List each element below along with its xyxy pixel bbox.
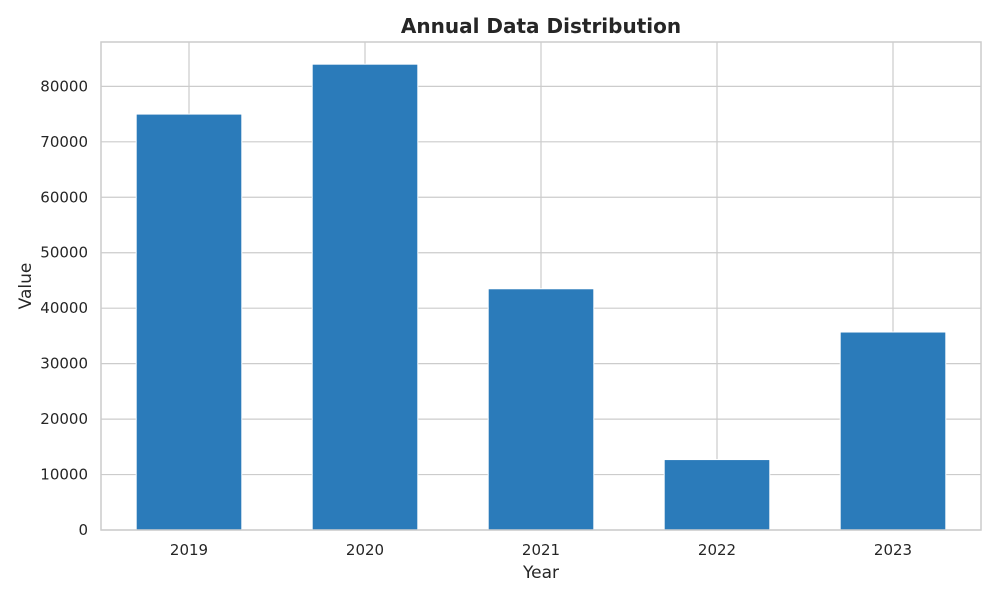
bar-2019: [135, 113, 243, 531]
y-tick-label: 30000: [40, 355, 88, 373]
x-axis-label: Year: [522, 563, 559, 583]
bar-2023: [839, 331, 947, 531]
y-tick-label: 50000: [40, 244, 88, 262]
x-tick-label: 2023: [874, 541, 912, 559]
x-tick-label: 2019: [170, 541, 208, 559]
y-tick-label: 0: [78, 521, 88, 539]
bars: [135, 63, 947, 531]
x-tick-label: 2021: [522, 541, 560, 559]
plot-frame: [100, 41, 982, 531]
y-tick-labels: 0 10000 20000 30000 40000 50000 60000 70000 8000…: [40, 77, 88, 539]
chart-title: Annual Data Distribution: [401, 14, 681, 38]
y-tick-label: 60000: [40, 188, 88, 206]
y-tick-label: 20000: [40, 410, 88, 428]
y-axis-label: Value: [16, 263, 36, 310]
y-tick-label: 40000: [40, 299, 88, 317]
y-tick-label: 70000: [40, 133, 88, 151]
y-tick-label: 10000: [40, 466, 88, 484]
x-tick-label: 2020: [346, 541, 384, 559]
bar-2020: [311, 63, 419, 531]
x-tick-labels: 2019 2020 2021 2022 2023: [170, 541, 912, 559]
y-tick-label: 80000: [40, 77, 88, 95]
x-tick-label: 2022: [698, 541, 736, 559]
bar-2022: [663, 459, 771, 531]
bar-2021: [487, 288, 595, 531]
